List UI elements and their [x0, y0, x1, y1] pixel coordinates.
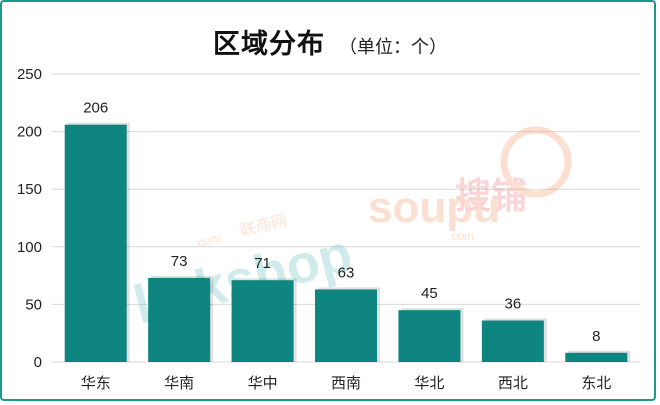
soupu-watermark-com: .com [448, 229, 474, 243]
x-tick-label: 东北 [581, 374, 611, 392]
soupu-watermark-cn: 搜铺 [455, 176, 527, 217]
linkshop-watermark-cn: 联商网 [238, 210, 289, 240]
x-tick-label: 华东 [81, 374, 111, 392]
data-labels: 206 73 71 63 45 36 8 [83, 100, 600, 345]
y-axis-ticks: 0 50 100 150 200 250 [17, 66, 42, 371]
y-tick-label: 200 [17, 124, 42, 141]
linkshop-watermark-com: .com [192, 230, 223, 251]
y-tick-label: 250 [17, 66, 42, 83]
bar [398, 310, 461, 362]
x-axis-labels: 华东 华南 华中 西南 华北 西北 东北 [81, 374, 612, 392]
y-tick-label: 150 [17, 181, 42, 198]
x-tick-label: 西北 [498, 374, 528, 392]
data-label: 45 [421, 285, 438, 302]
y-tick-label: 0 [34, 354, 42, 371]
bars [64, 122, 631, 362]
bar [64, 124, 127, 362]
data-label: 8 [592, 328, 600, 345]
x-tick-label: 华中 [248, 374, 278, 392]
chart-title: 区域分布 [213, 29, 325, 60]
chart-subtitle: （单位：个） [339, 37, 447, 58]
x-tick-label: 华北 [414, 374, 444, 392]
y-tick-label: 100 [17, 239, 42, 256]
data-label: 63 [338, 264, 355, 281]
x-tick-label: 西南 [331, 374, 361, 392]
soupu-watermark: soupu 搜铺 .com [368, 126, 572, 243]
magnifier-icon [500, 126, 572, 198]
data-label: 71 [254, 255, 271, 272]
bar [565, 352, 628, 362]
bar [231, 280, 294, 362]
bar [481, 320, 544, 362]
x-tick-label: 华南 [164, 374, 194, 392]
data-label: 36 [505, 296, 522, 313]
y-tick-label: 50 [25, 296, 42, 313]
data-label: 73 [171, 253, 188, 270]
data-label: 206 [83, 100, 108, 117]
chart-header: 区域分布 （单位：个） [0, 22, 660, 61]
soupu-watermark-text: soupu [368, 183, 500, 232]
bar [315, 289, 377, 362]
bar [148, 277, 211, 362]
